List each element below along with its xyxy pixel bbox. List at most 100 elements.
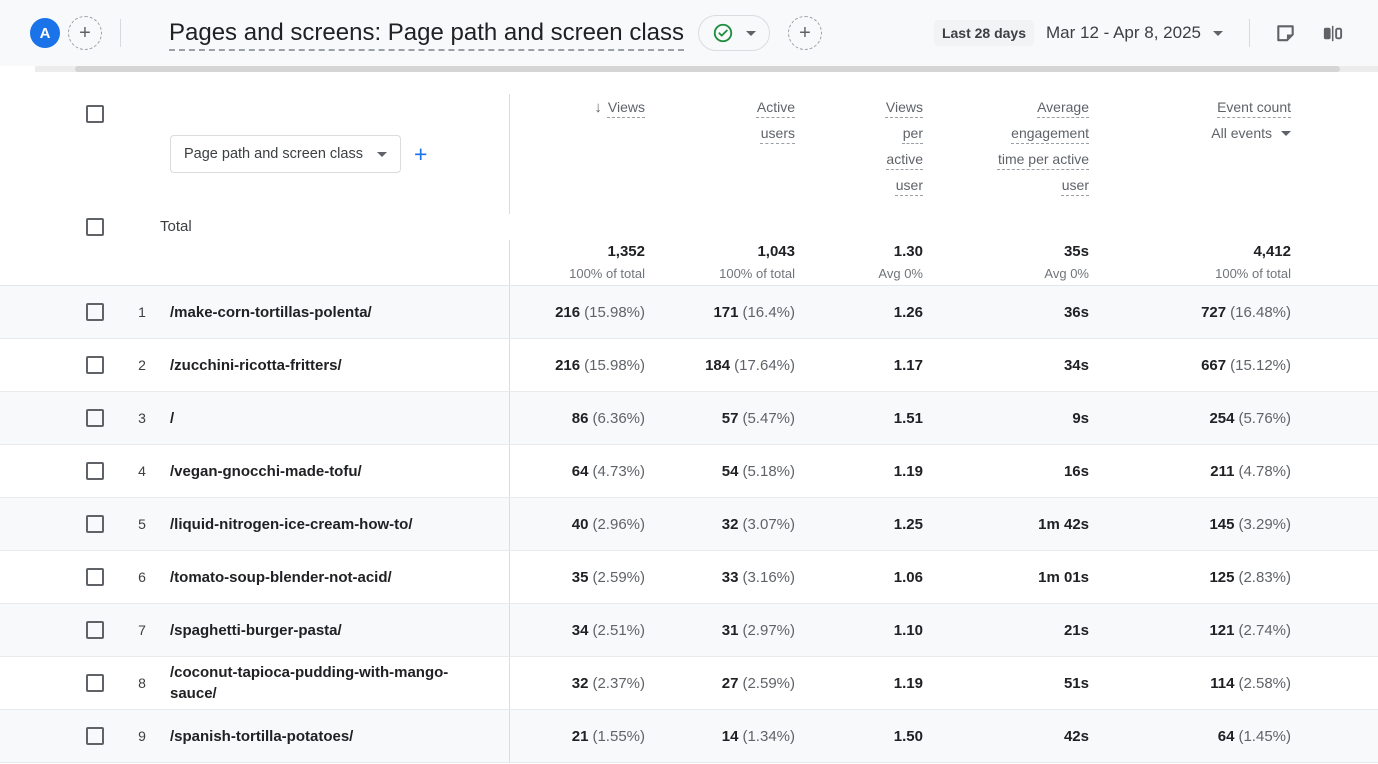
metric-value: 1m 42s: [1038, 516, 1089, 533]
report-header-bar: A + Pages and screens: Page path and scr…: [0, 0, 1378, 66]
total-views: 1,352 100% of total: [510, 243, 648, 281]
chevron-down-icon: [746, 31, 756, 36]
row-checkbox[interactable]: [86, 356, 104, 374]
cell-views-per-user: 1.06: [798, 569, 926, 586]
row-number: 7: [120, 622, 164, 638]
table-row: 9 /spanish-tortilla-potatoes/ 21(1.55%) …: [0, 710, 1378, 763]
date-preset-badge[interactable]: Last 28 days: [934, 20, 1034, 46]
total-value: 1,043: [648, 243, 795, 260]
total-subtext: Avg 0%: [798, 266, 923, 281]
column-header-views-per-active-user[interactable]: Views per active user: [798, 94, 926, 198]
metric-value: 86: [572, 410, 589, 427]
metric-percent: (2.58%): [1238, 675, 1291, 692]
row-checkbox-cell: [0, 657, 120, 709]
row-checkbox[interactable]: [86, 462, 104, 480]
cell-event-count: 125(2.83%): [1092, 569, 1294, 586]
row-checkbox[interactable]: [86, 409, 104, 427]
row-checkbox[interactable]: [86, 727, 104, 745]
dimension-header-cell: Page path and screen class +: [164, 94, 510, 214]
metric-percent: (16.4%): [742, 304, 795, 321]
metric-percent: (15.98%): [584, 304, 645, 321]
event-filter-label: All events: [1211, 120, 1272, 146]
cell-views-per-user: 1.10: [798, 622, 926, 639]
metric-percent: (15.98%): [584, 357, 645, 374]
compare-button[interactable]: [1321, 22, 1344, 45]
total-active-users: 1,043 100% of total: [648, 243, 798, 281]
metric-value: 254: [1209, 410, 1234, 427]
metric-value: 216: [555, 357, 580, 374]
insert-card-button[interactable]: +: [788, 16, 822, 50]
metric-value: 216: [555, 304, 580, 321]
total-value: 35s: [926, 243, 1089, 260]
cell-avg-engagement: 1m 01s: [926, 569, 1092, 586]
table-row: 3 / 86(6.36%) 57(5.47%) 1.51 9s 254(5.76…: [0, 392, 1378, 445]
metric-percent: (5.47%): [742, 410, 795, 427]
add-report-button[interactable]: +: [68, 16, 102, 50]
metric-value: 1.19: [894, 675, 923, 692]
metric-value: 1.51: [894, 410, 923, 427]
cell-page-path: /tomato-soup-blender-not-acid/: [164, 551, 510, 603]
row-checkbox[interactable]: [86, 303, 104, 321]
page-path: /vegan-gnocchi-made-tofu/: [170, 461, 362, 482]
metric-value: 31: [722, 622, 739, 639]
row-checkbox-cell: [0, 286, 120, 338]
page-path: /coconut-tapioca-pudding-with-mango-sauc…: [170, 662, 459, 704]
metric-value: 64: [1218, 728, 1235, 745]
cell-active-users: 33(3.16%): [648, 569, 798, 586]
metric-value: 42s: [1064, 728, 1089, 745]
cell-event-count: 114(2.58%): [1092, 675, 1294, 692]
sticky-note-icon: [1274, 22, 1297, 45]
report-title[interactable]: Pages and screens: Page path and screen …: [169, 19, 684, 47]
select-all-checkbox[interactable]: [86, 105, 104, 123]
row-checkbox[interactable]: [86, 674, 104, 692]
row-checkbox[interactable]: [86, 568, 104, 586]
row-checkbox-cell: [0, 710, 120, 762]
row-checkbox[interactable]: [86, 515, 104, 533]
add-dimension-button[interactable]: +: [414, 141, 427, 168]
date-range-selector[interactable]: Mar 12 - Apr 8, 2025: [1046, 23, 1201, 43]
cell-views: 32(2.37%): [510, 675, 648, 692]
page-path: /tomato-soup-blender-not-acid/: [170, 567, 392, 588]
cell-views: 40(2.96%): [510, 516, 648, 533]
sort-descending-icon: ↓: [594, 95, 602, 121]
avatar[interactable]: A: [30, 18, 60, 48]
metric-percent: (16.48%): [1230, 304, 1291, 321]
cell-event-count: 64(1.45%): [1092, 728, 1294, 745]
total-row: Total 1,352 100% of total 1,043 100% of …: [0, 214, 1378, 286]
column-header-label: Views per active user: [871, 94, 923, 198]
metric-value: 51s: [1064, 675, 1089, 692]
cell-active-users: 14(1.34%): [648, 728, 798, 745]
table-row: 6 /tomato-soup-blender-not-acid/ 35(2.59…: [0, 551, 1378, 604]
notes-button[interactable]: [1274, 22, 1297, 45]
table-row: 4 /vegan-gnocchi-made-tofu/ 64(4.73%) 54…: [0, 445, 1378, 498]
total-subtext: 100% of total: [1092, 266, 1291, 281]
dimension-selector[interactable]: Page path and screen class: [170, 135, 401, 173]
row-checkbox[interactable]: [86, 621, 104, 639]
row-number: 5: [120, 516, 164, 532]
metric-value: 33: [722, 569, 739, 586]
row-number: 9: [120, 728, 164, 744]
scrollbar-thumb[interactable]: [75, 66, 1340, 72]
cell-active-users: 54(5.18%): [648, 463, 798, 480]
column-header-event-count[interactable]: Event count All events: [1092, 94, 1294, 146]
event-filter-selector[interactable]: All events: [1092, 120, 1291, 146]
table-row: 8 /coconut-tapioca-pudding-with-mango-sa…: [0, 657, 1378, 710]
table-row: 5 /liquid-nitrogen-ice-cream-how-to/ 40(…: [0, 498, 1378, 551]
metric-percent: (15.12%): [1230, 357, 1291, 374]
horizontal-scrollbar[interactable]: [35, 66, 1378, 72]
column-header-active-users[interactable]: Active users: [648, 94, 798, 146]
metric-value: 40: [572, 516, 589, 533]
cell-views: 86(6.36%): [510, 410, 648, 427]
metric-value: 171: [713, 304, 738, 321]
column-header-views[interactable]: ↓Views: [510, 94, 648, 121]
column-header-avg-engagement-time[interactable]: Average engagement time per active user: [926, 94, 1092, 198]
header-right-group: Last 28 days Mar 12 - Apr 8, 2025: [934, 19, 1344, 47]
cell-views: 216(15.98%): [510, 304, 648, 321]
cell-avg-engagement: 51s: [926, 675, 1092, 692]
total-checkbox[interactable]: [86, 218, 104, 236]
row-number: 6: [120, 569, 164, 585]
report-status-selector[interactable]: [698, 15, 770, 51]
chevron-down-icon[interactable]: [1213, 31, 1223, 36]
metric-value: 1.17: [894, 357, 923, 374]
column-header-label: Event count: [1217, 99, 1291, 115]
